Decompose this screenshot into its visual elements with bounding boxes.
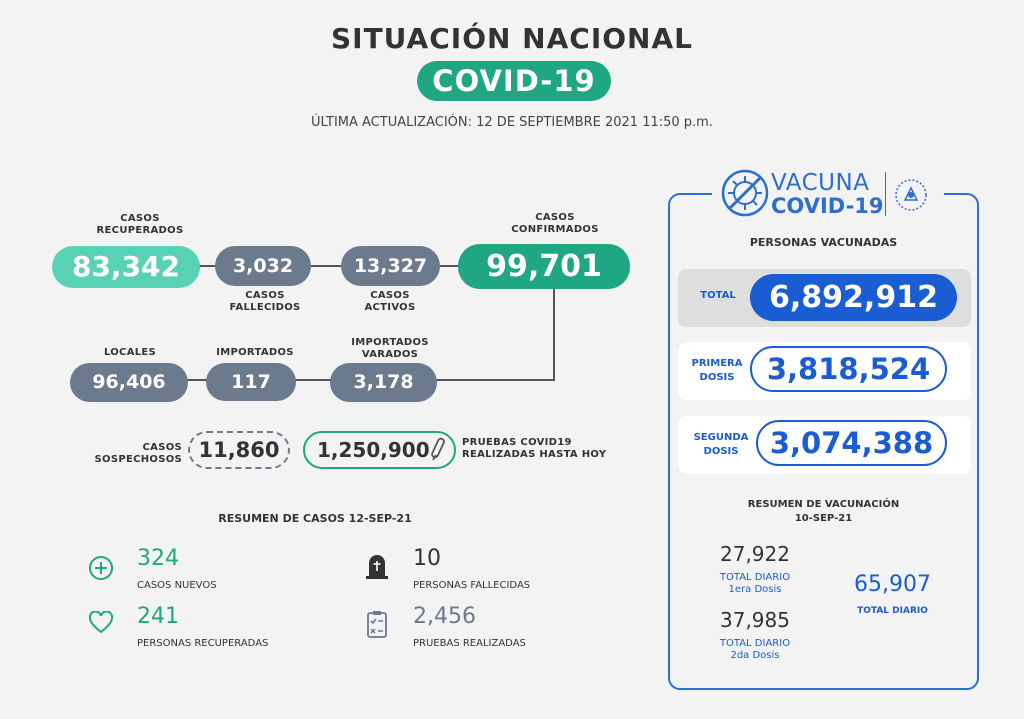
vaccinated-heading: PERSONAS VACUNADAS [749, 236, 898, 249]
plus-circle-icon [89, 556, 113, 580]
vaccine-logo-top: VACUNA [771, 170, 870, 196]
tombstone-icon [366, 555, 388, 579]
stranded-label: IMPORTADOS VARADOS [351, 337, 429, 360]
connector-vertical [553, 283, 555, 380]
daily-second-label: TOTAL DIARIO 2da Dosis [719, 638, 791, 661]
daily-total-value: 65,907 [854, 572, 931, 597]
logo-divider [885, 172, 886, 216]
imported-label: IMPORTADOS [216, 347, 294, 358]
new-cases-value: 324 [137, 546, 179, 571]
daily-total-label: TOTAL DIARIO [857, 606, 928, 616]
covid-badge: COVID-19 [417, 61, 611, 101]
second-dose-label: SEGUNDA DOSIS [693, 432, 749, 457]
total-value: 6,892,912 [750, 274, 957, 321]
last-updated: ÚLTIMA ACTUALIZACIÓN: 12 DE SEPTIEMBRE 2… [311, 115, 713, 130]
page-title: SITUACIÓN NACIONAL [331, 22, 693, 55]
local-value: 96,406 [70, 363, 188, 402]
vaccine-logo-area [712, 166, 944, 222]
confirmed-label: CASOS CONFIRMADOS [511, 212, 599, 235]
vaccine-logo-bottom: COVID-19 [771, 194, 884, 218]
total-label: TOTAL [700, 290, 736, 301]
recovered-summary-label: PERSONAS RECUPERADAS [137, 638, 269, 649]
active-label: CASOS ACTIVOS [364, 290, 416, 313]
virus-icon [721, 169, 769, 217]
tests-summary-value: 2,456 [413, 604, 476, 629]
tests-label: PRUEBAS COVID19 REALIZADAS HASTA HOY [462, 437, 607, 460]
tests-pill: 1,250,900 [303, 431, 456, 469]
coat-of-arms-icon [895, 179, 927, 211]
heart-icon [88, 611, 114, 634]
clipboard-icon [367, 611, 387, 638]
tests-summary-label: PRUEBAS REALIZADAS [413, 638, 526, 649]
imported-value: 117 [206, 363, 296, 401]
tests-value: 1,250,900 [317, 438, 430, 462]
confirmed-value: 99,701 [458, 244, 630, 289]
recovered-label: CASOS RECUPERADOS [96, 213, 184, 236]
deaths-value: 10 [413, 546, 441, 571]
daily-second-value: 37,985 [720, 608, 790, 632]
suspected-value: 11,860 [188, 431, 290, 469]
second-dose-value: 3,074,388 [756, 420, 947, 466]
deceased-label: CASOS FALLECIDOS [229, 290, 301, 313]
recovered-summary-value: 241 [137, 604, 179, 629]
first-dose-label: PRIMERA DOSIS [691, 358, 743, 383]
new-cases-label: CASOS NUEVOS [137, 580, 217, 591]
deceased-value: 3,032 [215, 246, 311, 286]
daily-first-value: 27,922 [720, 542, 790, 566]
test-tube-icon [431, 437, 445, 461]
suspected-label: CASOS SOSPECHOSOS [94, 442, 182, 465]
active-value: 13,327 [341, 246, 440, 286]
summary-title: RESUMEN DE CASOS 12-SEP-21 [218, 512, 412, 525]
daily-first-label: TOTAL DIARIO 1era Dosis [719, 572, 791, 595]
stranded-value: 3,178 [330, 363, 437, 402]
deaths-label: PERSONAS FALLECIDAS [413, 580, 531, 591]
vaccination-summary-title: RESUMEN DE VACUNACIÓN 10-SEP-21 [747, 499, 900, 524]
local-label: LOCALES [103, 347, 157, 358]
connector-top [190, 265, 470, 267]
recovered-value: 83,342 [52, 246, 200, 288]
first-dose-value: 3,818,524 [750, 346, 947, 392]
